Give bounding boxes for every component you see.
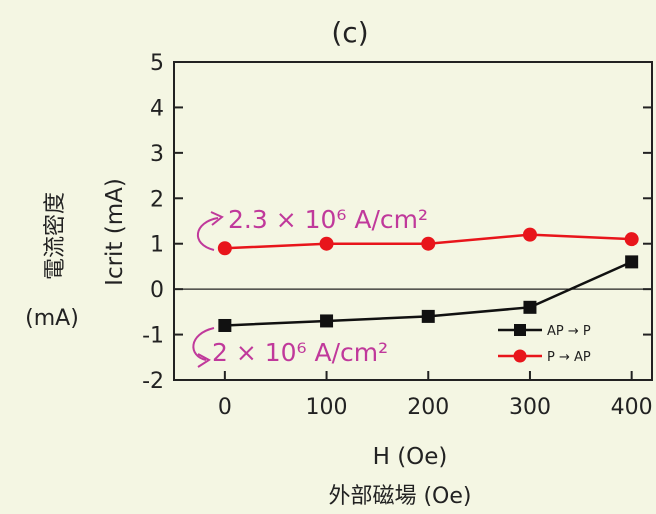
y-tick-label: 0	[150, 278, 164, 303]
legend-label-ap-p: AP → P	[547, 324, 591, 339]
data-point	[319, 236, 334, 251]
legend-marker-square	[514, 324, 526, 336]
data-point	[624, 232, 639, 247]
data-point	[218, 318, 232, 332]
data-point	[217, 241, 232, 256]
x-axis-title: H (Oe)	[373, 444, 448, 470]
y-tick-label: -1	[142, 324, 164, 349]
x-axis-title-jp: 外部磁場 (Oe)	[328, 484, 471, 509]
x-tick-label: 400	[611, 395, 653, 420]
y-axis-ticks: 5 4 3 2 1 0 -1 -2	[142, 51, 652, 394]
data-point	[421, 236, 436, 251]
y-tick-label: 3	[150, 142, 164, 167]
panel-label: (c)	[331, 16, 368, 49]
series-1	[217, 227, 639, 256]
series-layer	[217, 227, 639, 332]
x-tick-label: 300	[509, 395, 551, 420]
legend-label-p-ap: P → AP	[547, 350, 591, 365]
x-tick-label: 0	[218, 395, 232, 420]
x-tick-label: 200	[407, 395, 449, 420]
y-axis-title: Icrit (mA)	[102, 178, 128, 286]
y-axis-unit-jp: (mA)	[25, 306, 79, 331]
y-tick-label: 1	[150, 233, 164, 258]
y-tick-label: 5	[150, 51, 164, 76]
y-tick-label: 2	[150, 187, 164, 212]
data-point	[625, 255, 639, 269]
annotation-upper: 2.3 × 10⁶ A/cm²	[196, 205, 428, 251]
x-tick-label: 100	[306, 395, 348, 420]
y-axis-title-jp: 電流密度	[43, 192, 68, 280]
x-axis-ticks: 0 100 200 300 400	[218, 371, 653, 420]
legend: AP → P P → AP	[498, 324, 591, 365]
data-point	[522, 227, 537, 242]
y-tick-label: 4	[150, 96, 164, 121]
data-point	[320, 314, 334, 328]
legend-item-p-ap: P → AP	[498, 349, 591, 365]
annotation-lower: 2 × 10⁶ A/cm²	[192, 327, 388, 368]
legend-item-ap-p: AP → P	[498, 324, 591, 339]
y-tick-label: -2	[142, 369, 164, 394]
annotation-lower-text: 2 × 10⁶ A/cm²	[212, 338, 388, 367]
plot-frame	[173, 61, 653, 381]
data-point	[523, 300, 537, 314]
annotation-upper-text: 2.3 × 10⁶ A/cm²	[228, 205, 428, 234]
data-point	[421, 309, 435, 323]
series-0	[218, 255, 639, 332]
legend-marker-circle	[513, 349, 527, 363]
